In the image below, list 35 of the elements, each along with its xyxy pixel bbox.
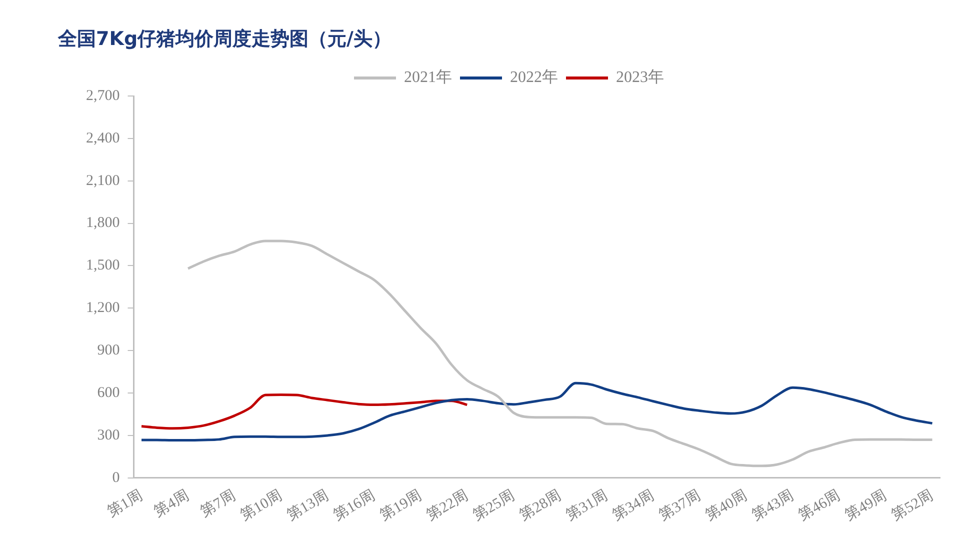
x-tick-label: 第37周 <box>656 486 704 524</box>
x-tick-label: 第4周 <box>151 486 192 520</box>
x-tick-label: 第16周 <box>330 486 378 524</box>
legend-label: 2023年 <box>616 69 664 86</box>
y-tick-label: 900 <box>97 342 120 359</box>
x-tick-label: 第1周 <box>104 486 146 520</box>
line-series <box>186 240 934 468</box>
x-tick-label: 第19周 <box>377 486 425 524</box>
x-tick-label: 第13周 <box>284 486 332 524</box>
x-tick-label: 第7周 <box>198 486 238 520</box>
chart-title: 全国7Kg仔猪均价周度走势图（元/头） <box>58 27 392 52</box>
legend-label: 2021年 <box>404 69 452 86</box>
x-tick-label: 第25周 <box>470 486 518 524</box>
y-tick-label: 2,400 <box>86 130 120 146</box>
x-tick-label: 第34周 <box>610 486 658 524</box>
x-tick-label: 第22周 <box>424 486 472 524</box>
x-tick-label: 第28周 <box>516 486 564 524</box>
y-tick-label: 2,700 <box>86 88 120 104</box>
y-tick-label: 2,100 <box>86 172 120 189</box>
line-series <box>140 393 468 430</box>
legend-label: 2022年 <box>510 69 558 86</box>
y-tick-label: 1,500 <box>86 258 120 274</box>
x-tick-label: 第10周 <box>238 486 286 524</box>
y-tick-label: 600 <box>97 384 120 401</box>
x-tick-label: 第49周 <box>842 486 890 524</box>
y-tick-label: 1,800 <box>86 215 120 232</box>
x-tick-label: 第31周 <box>563 486 611 524</box>
y-tick-label: 1,200 <box>86 300 120 316</box>
line-series <box>140 382 934 442</box>
y-tick-label: 0 <box>112 470 120 486</box>
x-tick-label: 第46周 <box>796 486 844 524</box>
x-tick-label: 第43周 <box>749 486 797 524</box>
y-tick-label: 300 <box>97 427 120 444</box>
x-tick-label: 第40周 <box>702 486 750 524</box>
x-tick-label: 第52周 <box>888 486 936 524</box>
